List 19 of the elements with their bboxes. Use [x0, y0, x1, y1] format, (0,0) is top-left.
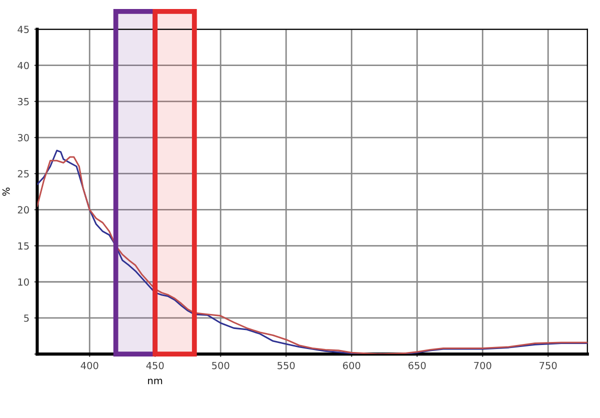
x-axis-title: nm: [148, 378, 162, 384]
x-tick-label: 500: [212, 362, 230, 370]
y-tick-label: 5: [24, 314, 29, 322]
x-tick-label: 700: [474, 362, 492, 370]
y-tick-label: 30: [18, 134, 29, 142]
y-tick-label: 40: [18, 62, 29, 70]
x-tick-label: 650: [408, 362, 426, 370]
x-tick-label: 400: [80, 362, 98, 370]
y-tick-label: 15: [18, 242, 29, 250]
y-tick-label: 25: [18, 170, 29, 178]
y-tick-label: 10: [18, 278, 29, 286]
x-tick-label: 600: [343, 362, 360, 370]
x-tick-label: 750: [540, 362, 557, 370]
y-tick-label: 20: [18, 206, 29, 214]
x-tick-label: 550: [278, 362, 295, 370]
y-tick-label: 35: [18, 98, 29, 106]
x-tick-label: 450: [146, 362, 164, 370]
y-axis-title: %: [2, 188, 10, 196]
y-tick-label: 45: [18, 26, 29, 34]
